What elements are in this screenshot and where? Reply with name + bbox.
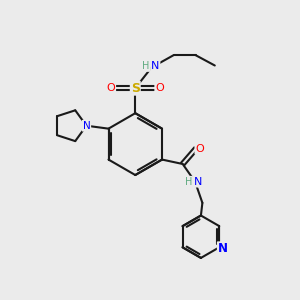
Text: N: N: [194, 177, 202, 187]
Text: O: O: [106, 83, 115, 93]
Text: O: O: [195, 144, 204, 154]
Text: H: H: [185, 177, 192, 187]
Text: S: S: [131, 82, 140, 95]
Text: O: O: [155, 83, 164, 93]
Text: N: N: [218, 242, 228, 255]
Text: N: N: [151, 61, 160, 71]
Text: N: N: [82, 121, 90, 131]
Text: H: H: [142, 61, 150, 71]
